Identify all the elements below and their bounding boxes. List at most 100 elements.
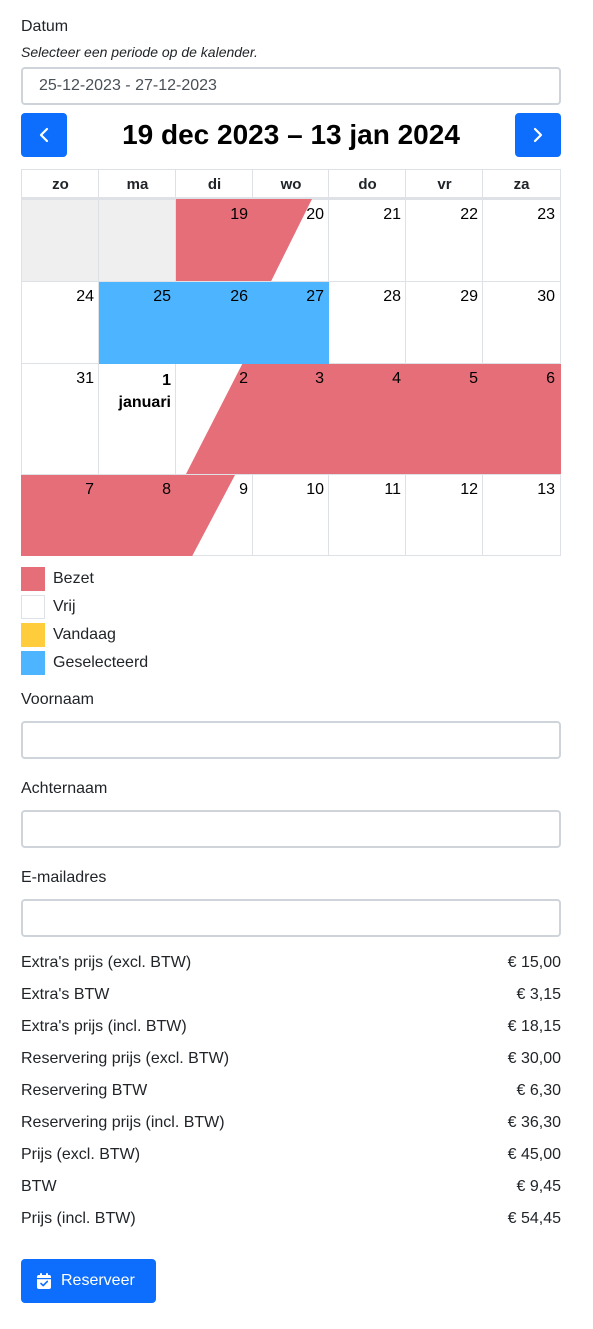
- price-value: € 18,15: [507, 1018, 561, 1035]
- calendar-day-month-start[interactable]: 1 januari: [98, 363, 176, 475]
- price-value: € 15,00: [507, 954, 561, 971]
- legend-label: Geselecteerd: [53, 654, 149, 671]
- calendar-day[interactable]: 30: [482, 281, 561, 364]
- prev-month-button[interactable]: [21, 113, 67, 157]
- legend-item: Vrij: [21, 593, 148, 621]
- legend-swatch-occupied: [21, 567, 45, 591]
- day-number: 21: [383, 206, 401, 223]
- price-label: Prijs (incl. BTW): [21, 1210, 136, 1227]
- calendar-day[interactable]: 13: [482, 474, 561, 556]
- day-number: 27: [306, 288, 324, 305]
- selected-range: [99, 282, 329, 364]
- price-row: Prijs (incl. BTW) € 54,45: [21, 1207, 561, 1239]
- weekday-header: wo: [252, 169, 329, 199]
- day-number: 11: [384, 481, 401, 498]
- day-number: 19: [230, 206, 248, 223]
- price-row: Prijs (excl. BTW) € 45,00: [21, 1143, 561, 1175]
- price-value: € 3,15: [516, 986, 561, 1003]
- day-number: 24: [76, 288, 94, 305]
- calendar-day[interactable]: 31: [21, 363, 99, 475]
- calendar-day[interactable]: 24: [21, 281, 99, 364]
- price-value: € 9,45: [516, 1178, 561, 1195]
- price-label: Reservering BTW: [21, 1082, 148, 1099]
- legend-item: Vandaag: [21, 621, 148, 649]
- price-row: Extra's prijs (incl. BTW) € 18,15: [21, 1015, 561, 1047]
- day-number: 1: [162, 372, 171, 389]
- day-number: 30: [537, 288, 555, 305]
- calendar-day[interactable]: 25: [98, 281, 176, 364]
- weekday-header: ma: [98, 169, 176, 199]
- date-label: Datum: [21, 18, 69, 35]
- price-row: Reservering prijs (excl. BTW) € 30,00: [21, 1047, 561, 1079]
- price-row: Reservering BTW € 6,30: [21, 1079, 561, 1111]
- chevron-left-icon: [39, 127, 49, 143]
- calendar-day-outside: [98, 199, 176, 282]
- calendar-day[interactable]: 28: [328, 281, 406, 364]
- month-name: januari: [118, 394, 171, 411]
- next-month-button[interactable]: [515, 113, 561, 157]
- day-number: 13: [537, 481, 555, 498]
- day-number: 4: [392, 370, 401, 387]
- legend-swatch-free: [21, 595, 45, 619]
- day-number: 2: [239, 370, 248, 387]
- price-label: Prijs (excl. BTW): [21, 1146, 141, 1163]
- day-number: 6: [546, 370, 555, 387]
- calendar-check-icon: [37, 1273, 51, 1289]
- price-label: Extra's BTW: [21, 986, 110, 1003]
- weekday-header: di: [175, 169, 253, 199]
- first-name-label: Voornaam: [21, 691, 94, 708]
- calendar-day[interactable]: 11: [328, 474, 406, 556]
- price-label: Reservering prijs (incl. BTW): [21, 1114, 225, 1131]
- calendar-day[interactable]: 29: [405, 281, 483, 364]
- day-number: 7: [85, 481, 94, 498]
- last-name-label: Achternaam: [21, 780, 108, 797]
- day-number: 10: [306, 481, 324, 498]
- day-number-month-start: 1 januari: [119, 370, 171, 414]
- calendar-day[interactable]: 22: [405, 199, 483, 282]
- day-number: 23: [537, 206, 555, 223]
- email-input[interactable]: [21, 899, 561, 937]
- price-label: BTW: [21, 1178, 57, 1195]
- price-label: Extra's prijs (excl. BTW): [21, 954, 192, 971]
- legend-swatch-today: [21, 623, 45, 647]
- reserve-button[interactable]: Reserveer: [21, 1259, 156, 1303]
- last-name-group: Achternaam: [21, 779, 561, 848]
- calendar-title: 19 dec 2023 – 13 jan 2024: [122, 119, 460, 150]
- calendar-day[interactable]: 10: [252, 474, 329, 556]
- day-number: 28: [383, 288, 401, 305]
- day-number: 9: [239, 481, 248, 498]
- date-range-value: 25-12-2023 - 27-12-2023: [39, 77, 217, 94]
- legend-swatch-selected: [21, 651, 45, 675]
- day-number: 25: [153, 288, 171, 305]
- last-name-input[interactable]: [21, 810, 561, 848]
- email-label: E-mailadres: [21, 869, 107, 886]
- day-number: 3: [315, 370, 324, 387]
- day-number: 12: [460, 481, 478, 498]
- price-summary: Extra's prijs (excl. BTW) € 15,00 Extra's…: [21, 951, 561, 1239]
- price-value: € 6,30: [516, 1082, 561, 1099]
- calendar-day[interactable]: 21: [328, 199, 406, 282]
- legend-item: Bezet: [21, 565, 148, 593]
- day-number: 5: [469, 370, 478, 387]
- day-number: 29: [460, 288, 478, 305]
- occupied-block: [186, 364, 561, 474]
- calendar-day[interactable]: 12: [405, 474, 483, 556]
- calendar-nav: 19 dec 2023 – 13 jan 2024: [21, 113, 561, 157]
- price-label: Reservering prijs (excl. BTW): [21, 1050, 230, 1067]
- calendar-legend: Bezet Vrij Vandaag Geselecteerd: [21, 565, 148, 677]
- date-hint: Selecteer een periode op de kalender.: [21, 44, 258, 60]
- day-number: 22: [460, 206, 478, 223]
- day-number: 20: [306, 206, 324, 223]
- price-value: € 54,45: [507, 1210, 561, 1227]
- date-range-input[interactable]: 25-12-2023 - 27-12-2023: [21, 67, 561, 105]
- weekday-header: za: [482, 169, 561, 199]
- price-row: Extra's prijs (excl. BTW) € 15,00: [21, 951, 561, 983]
- legend-item: Geselecteerd: [21, 649, 148, 677]
- price-label: Extra's prijs (incl. BTW): [21, 1018, 187, 1035]
- first-name-input[interactable]: [21, 721, 561, 759]
- legend-label: Vandaag: [53, 626, 116, 643]
- price-row: Extra's BTW € 3,15: [21, 983, 561, 1015]
- day-number: 31: [76, 370, 94, 387]
- calendar-day[interactable]: 23: [482, 199, 561, 282]
- email-group: E-mailadres: [21, 868, 561, 937]
